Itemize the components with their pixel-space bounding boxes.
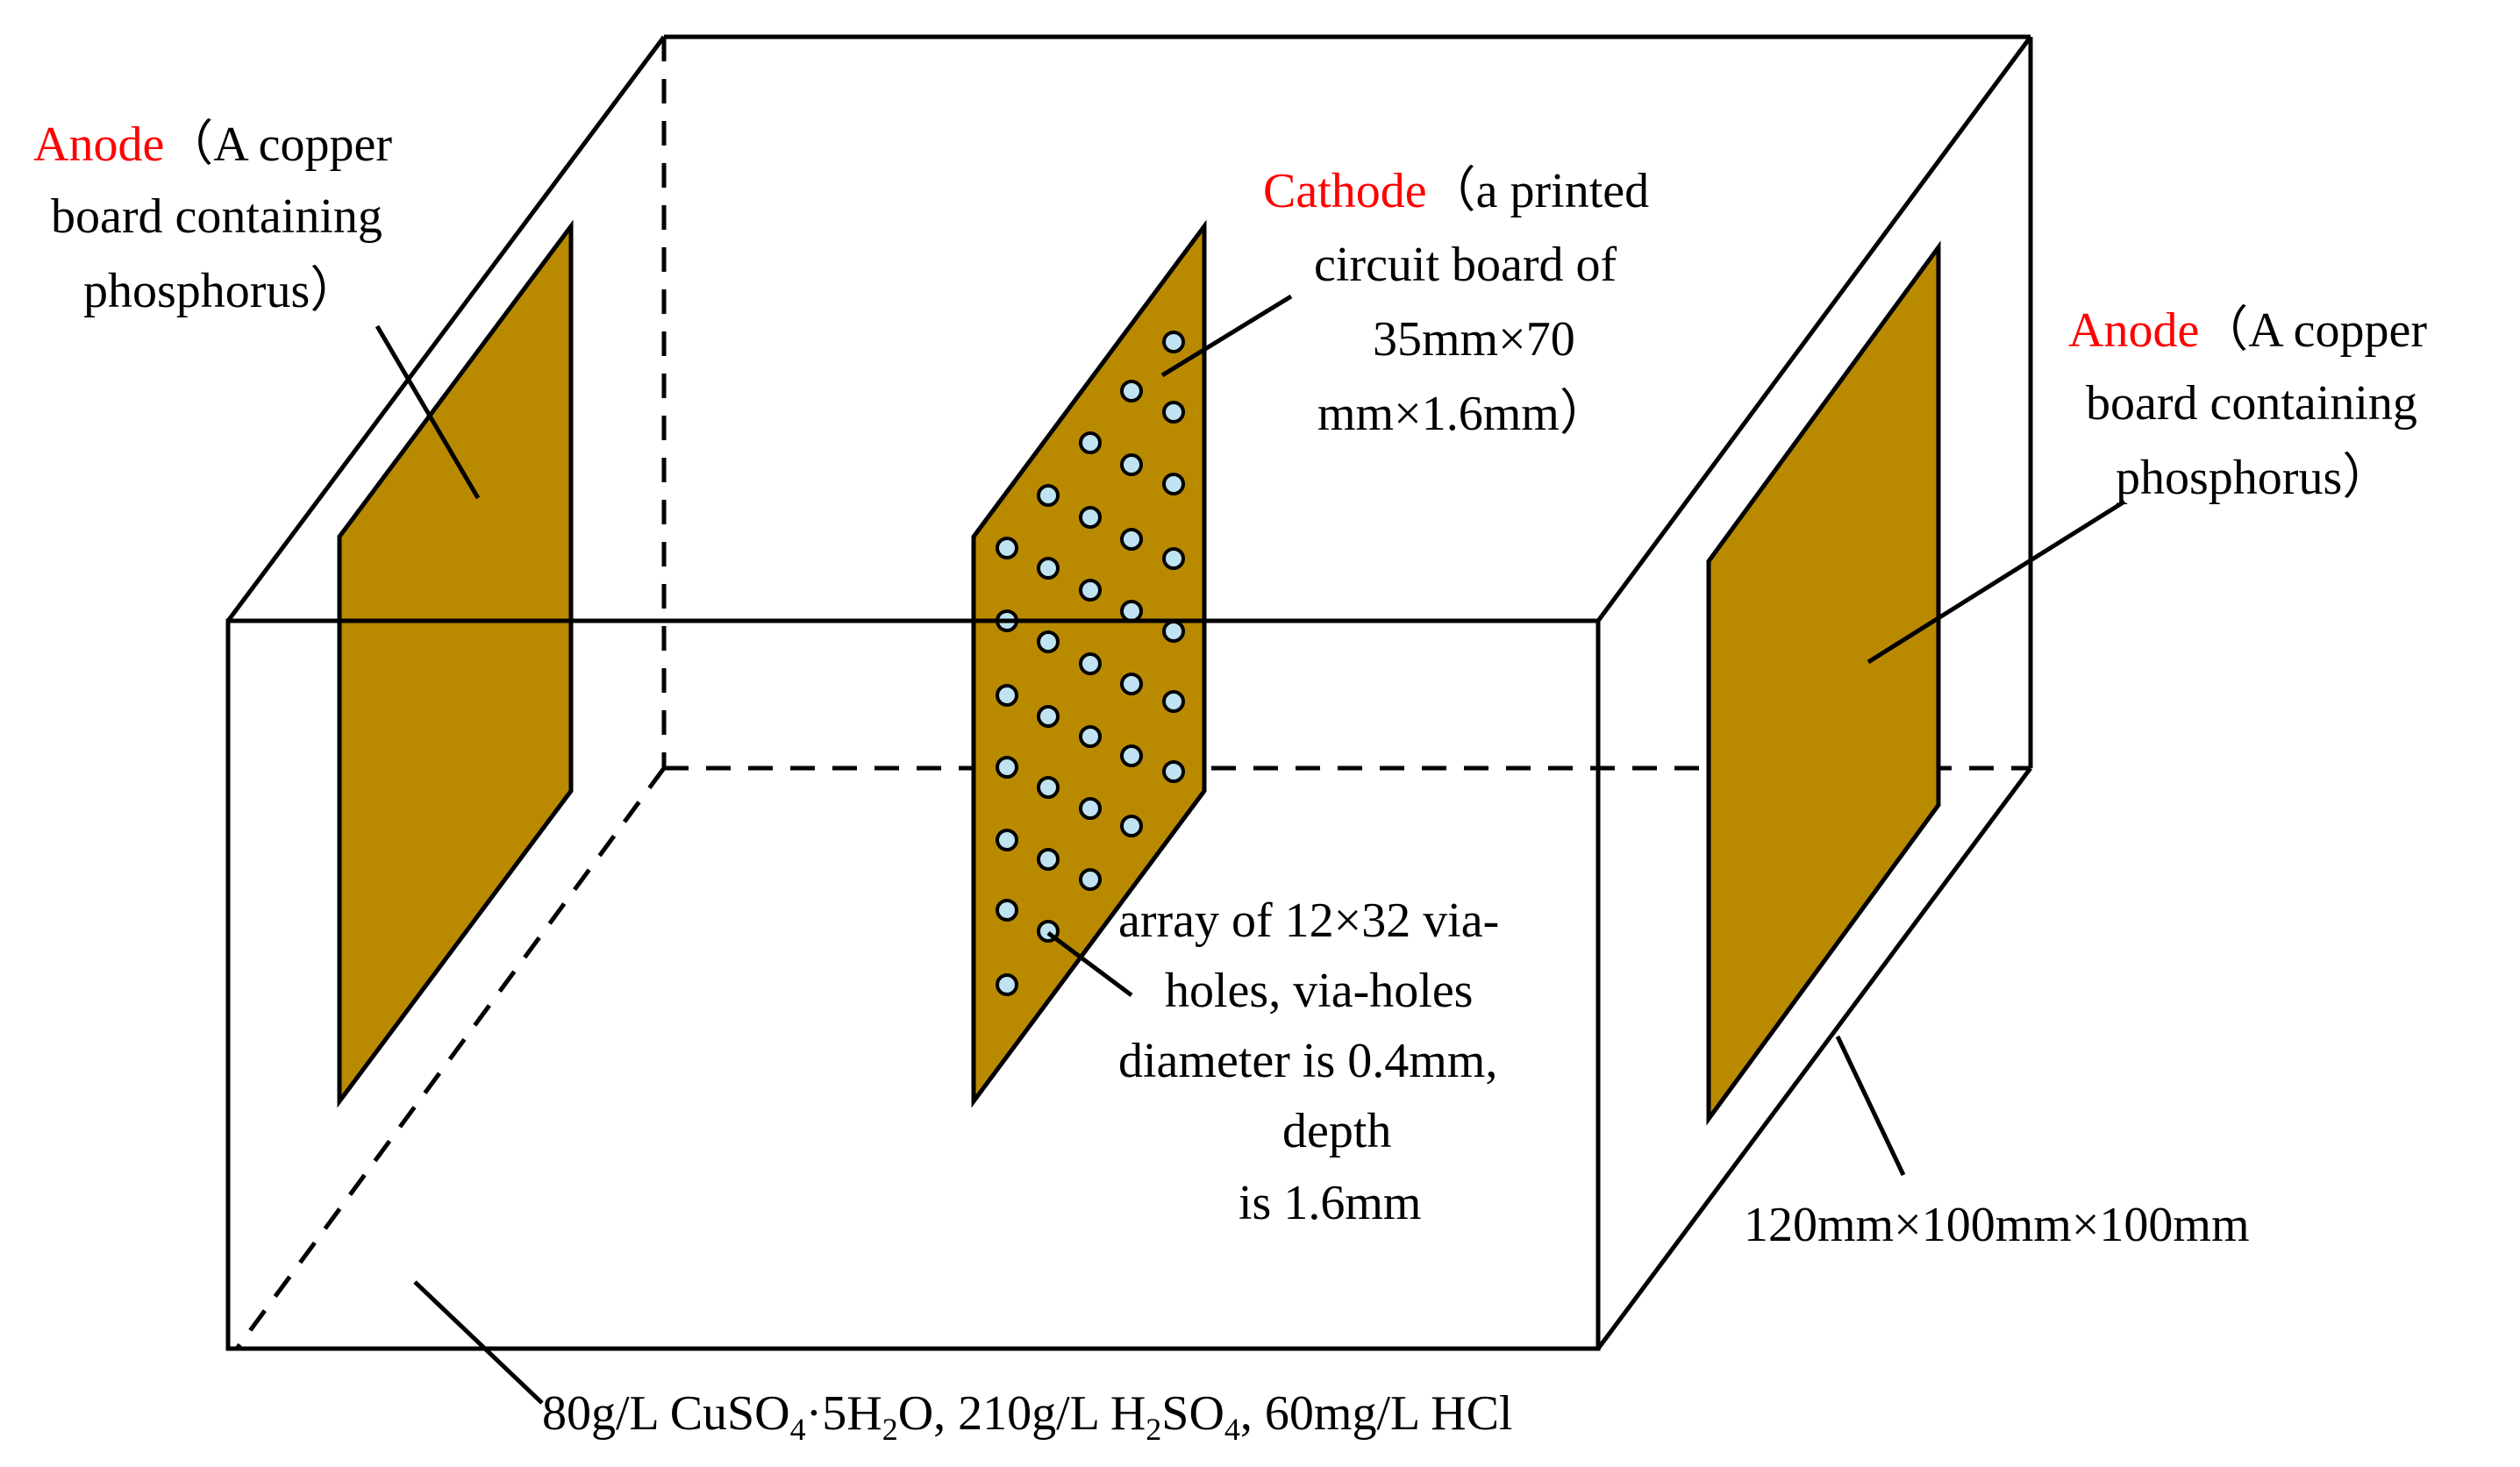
tank-front-face <box>225 618 1601 1351</box>
right-anode-plate <box>1706 240 1941 1126</box>
electrolyte-sub-4: 4 <box>1224 1412 1240 1447</box>
tank-bottom-right-edge <box>1596 766 2033 1350</box>
left-anode-word: Anode <box>33 118 164 172</box>
leader-via-holes <box>1046 930 1133 998</box>
leader-left-anode <box>375 324 481 500</box>
via-hole <box>996 684 1018 707</box>
via-hole <box>1079 652 1102 675</box>
tank-top-left-edge <box>225 35 667 623</box>
right-anode-line3: phosphorus） <box>2116 451 2391 505</box>
via-hole <box>996 829 1018 851</box>
via-hole <box>1079 579 1102 602</box>
svg-text:Anode（A copper: Anode（A copper <box>33 118 392 172</box>
leader-tank-size <box>1835 1035 1906 1177</box>
electrolyte-text-3: O, 210g/L H <box>898 1386 1146 1441</box>
left-anode-line1: （A copper <box>164 118 392 172</box>
via-hole-array <box>996 331 1185 996</box>
left-anode-line3: phosphorus） <box>83 264 359 318</box>
right-anode-line2: board containing <box>2086 376 2417 431</box>
tank-outline <box>225 34 2033 1351</box>
via-holes-line5: is 1.6mm <box>1239 1176 1421 1230</box>
via-hole <box>1079 797 1102 820</box>
via-hole <box>1037 776 1060 799</box>
leader-lines <box>375 294 2126 1405</box>
via-hole <box>1120 528 1143 551</box>
via-hole <box>1120 744 1143 767</box>
via-hole <box>1120 380 1143 402</box>
via-hole <box>1037 484 1060 507</box>
electrolyte-sub-3: 2 <box>1146 1412 1161 1447</box>
cathode-line1: （a printed <box>1427 164 1649 218</box>
via-hole <box>1162 473 1185 495</box>
via-holes-line1: array of 12×32 via- <box>1118 894 1499 948</box>
via-hole <box>1079 868 1102 891</box>
via-hole <box>996 537 1018 559</box>
via-hole <box>1120 453 1143 476</box>
cathode-word: Cathode <box>1263 164 1427 218</box>
via-hole <box>1162 760 1185 783</box>
electrolyte-text-1: 80g/L CuSO <box>542 1386 790 1441</box>
via-hole <box>1162 401 1185 424</box>
svg-text:Anode（A copper: Anode（A copper <box>2068 303 2427 358</box>
leader-cathode <box>1160 294 1293 378</box>
right-anode-label: Anode（A copper board containing phosphor… <box>2068 303 2427 505</box>
left-anode-plate <box>337 219 574 1108</box>
left-anode-line2: board containing <box>51 189 382 244</box>
tank-top-right-edge <box>1596 35 2033 623</box>
leader-electrolyte <box>413 1280 544 1405</box>
via-hole <box>1079 725 1102 748</box>
via-hole <box>1079 506 1102 529</box>
via-holes-label: array of 12×32 via- holes, via-holes dia… <box>1118 894 1499 1230</box>
via-holes-line3: diameter is 0.4mm, <box>1118 1034 1497 1088</box>
via-hole <box>1037 557 1060 580</box>
via-hole <box>996 756 1018 779</box>
via-hole <box>1120 600 1143 623</box>
cathode-line2: circuit board of <box>1314 238 1617 292</box>
via-hole <box>1162 620 1185 643</box>
cathode-line4: mm×1.6mm） <box>1317 387 1609 441</box>
via-hole <box>1162 547 1185 570</box>
via-holes-line2: holes, via-holes <box>1165 964 1473 1018</box>
cathode-line3: 35mm×70 <box>1373 312 1575 367</box>
leader-right-anode <box>1867 499 2126 665</box>
via-hole <box>996 899 1018 922</box>
via-hole <box>1120 673 1143 695</box>
via-hole <box>996 973 1018 996</box>
electrolyte-sub-2: 2 <box>882 1412 898 1447</box>
via-hole <box>1079 431 1102 454</box>
via-holes-line4: depth <box>1282 1104 1391 1158</box>
electrolyte-text-5: , 60mg/L HCl <box>1240 1386 1513 1441</box>
left-anode-label: Anode（A copper board containing phosphor… <box>33 118 392 318</box>
via-hole <box>1162 331 1185 353</box>
electrolyte-text-4: SO <box>1161 1386 1224 1441</box>
via-hole <box>1120 815 1143 837</box>
electrolyte-label: 80g/L CuSO4·5H2O, 210g/L H2SO4, 60mg/L H… <box>542 1386 1513 1447</box>
via-hole <box>1162 690 1185 713</box>
hidden-edge-left-bottom <box>234 766 667 1350</box>
electrolyte-text-2: ·5H <box>806 1386 882 1441</box>
cathode-label: Cathode（a printed circuit board of 35mm×… <box>1263 164 1649 441</box>
via-hole <box>1037 848 1060 871</box>
right-anode-line1: （A copper <box>2199 303 2427 358</box>
via-hole <box>1037 705 1060 728</box>
svg-text:Cathode（a printed: Cathode（a printed <box>1263 164 1649 218</box>
tank-size-label: 120mm×100mm×100mm <box>1744 1198 2250 1252</box>
right-anode-word: Anode <box>2068 303 2199 358</box>
via-hole <box>1037 630 1060 653</box>
electrolyte-sub-1: 4 <box>790 1412 806 1447</box>
